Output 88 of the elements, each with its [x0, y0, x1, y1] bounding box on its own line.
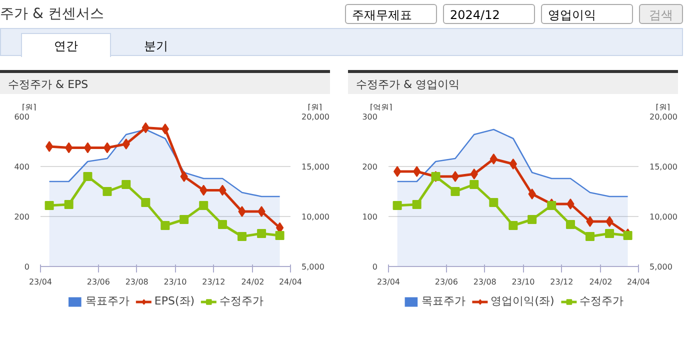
legend-label: 목표주가: [85, 294, 130, 308]
x-tick-label: 23/06: [434, 278, 458, 286]
y-tick-label: 400: [14, 162, 30, 172]
x-tick-label: 23/10: [164, 278, 187, 286]
legend-label: 수정주가: [579, 294, 624, 308]
legend-label: 목표주가: [422, 294, 466, 308]
point: [103, 142, 112, 154]
point: [566, 220, 575, 229]
point: [238, 206, 246, 217]
y-tick-label: 300: [362, 112, 378, 122]
point: [218, 220, 227, 229]
point: [489, 198, 498, 207]
y-tick-label: 600: [14, 112, 30, 122]
x-tick-label: 24/04: [278, 278, 302, 286]
point: [528, 188, 536, 200]
x-tick-label: 23/08: [125, 278, 148, 286]
text: 검색: [639, 4, 683, 24]
legend-label: 수정주가: [220, 294, 264, 308]
point: [586, 232, 595, 241]
x-tick-label: 23/04: [376, 278, 400, 286]
point: [393, 166, 402, 177]
text: 영업이익: [541, 4, 633, 24]
y2-tick-label: 10,000: [650, 212, 678, 222]
x-tick-label: 23/12: [550, 278, 574, 286]
text: 2024/12: [443, 4, 535, 24]
chart-title: 수정주가 & EPS: [0, 70, 330, 94]
y-tick-label: 100: [362, 212, 378, 222]
text: 분기: [143, 38, 169, 55]
y2-tick-label: 5,000: [650, 262, 672, 272]
point: [238, 232, 247, 241]
chart-title: 수정주가 & 영업이익: [348, 70, 678, 94]
y2-tick-label: 20,000: [302, 112, 330, 122]
x-tick-label: 23/12: [202, 278, 226, 286]
point: [606, 216, 614, 227]
legend-label: EPS(좌): [154, 294, 195, 308]
point: [470, 180, 479, 189]
point: [44, 201, 54, 210]
point: [83, 172, 92, 181]
point: [64, 200, 74, 209]
point: [180, 171, 188, 182]
point: [528, 215, 537, 224]
x-tick-label: 23/08: [473, 278, 496, 286]
point: [392, 201, 402, 210]
point: [160, 221, 170, 230]
legend-label: 영업이익(좌): [490, 294, 554, 308]
point: [161, 124, 170, 134]
point: [45, 141, 54, 152]
text: 연간: [21, 33, 111, 57]
point: [199, 201, 208, 210]
point: [450, 187, 460, 196]
point: [508, 221, 518, 230]
point: [275, 231, 284, 240]
y-tick-label: 0: [372, 262, 378, 272]
y2-tick-label: 5,000: [302, 262, 324, 272]
x-tick-label: 23/10: [512, 278, 535, 286]
y-tick-label: 0: [24, 262, 30, 272]
point: [141, 198, 150, 207]
point: [180, 215, 189, 224]
point: [258, 206, 266, 217]
point: [623, 231, 632, 240]
y-tick-label: 200: [14, 212, 30, 222]
point: [102, 187, 112, 196]
point: [470, 168, 478, 180]
x-tick-label: 23/06: [86, 278, 110, 286]
point: [412, 200, 422, 209]
point: [122, 180, 131, 189]
x-tick-label: 24/02: [589, 278, 612, 286]
point: [84, 142, 92, 154]
point: [413, 166, 421, 177]
y2-tick-label: 20,000: [650, 112, 678, 122]
point: [547, 201, 556, 210]
text: 주가 & 컨센서스: [0, 5, 104, 24]
point: [451, 171, 460, 182]
point: [257, 229, 266, 238]
point: [605, 229, 614, 238]
point: [586, 216, 594, 227]
point: [566, 198, 574, 210]
x-tick-label: 24/02: [241, 278, 264, 286]
y2-tick-label: 15,000: [302, 162, 330, 172]
y2-tick-label: 10,000: [302, 212, 330, 222]
point: [122, 138, 130, 150]
x-tick-label: 24/04: [626, 278, 650, 286]
text: 주재무제표: [345, 4, 437, 24]
point: [490, 154, 498, 164]
y2-tick-label: 15,000: [650, 162, 678, 172]
point: [509, 158, 518, 170]
x-tick-label: 23/04: [28, 278, 52, 286]
y-tick-label: 200: [362, 162, 378, 172]
